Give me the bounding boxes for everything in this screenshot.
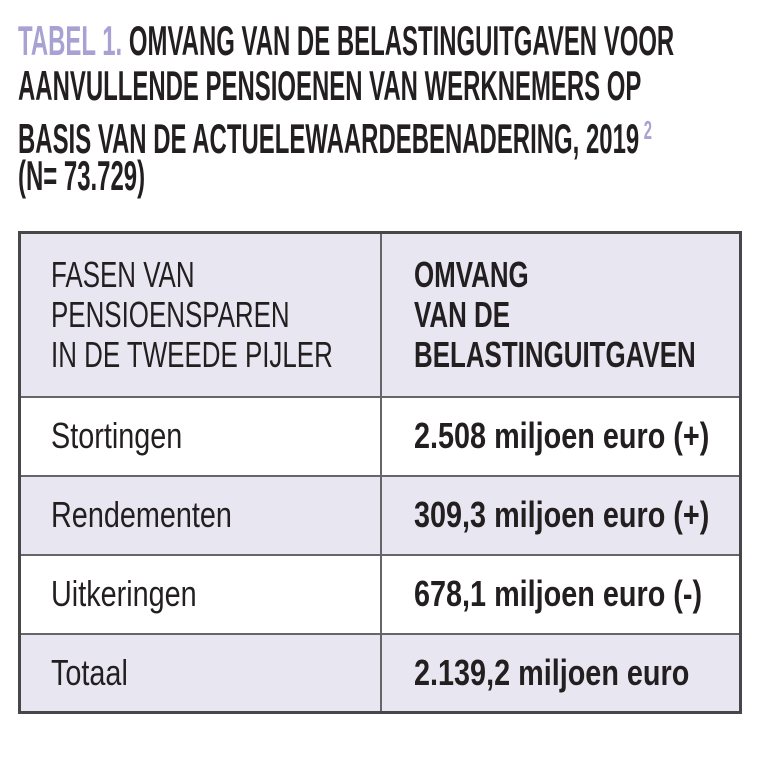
phase-cell: Rendementen — [18, 474, 382, 556]
phase-cell: Stortingen — [18, 395, 382, 477]
table-row: Totaal 2.139,2 miljoen euro — [18, 632, 742, 714]
phase-cell: Uitkeringen — [18, 553, 382, 635]
sample-size-text: (N= 73.729) — [18, 152, 146, 199]
amount-cell: 2.139,2 miljoen euro — [379, 632, 742, 714]
header-cell-amount: OMVANG VAN DE BELASTINGUITGAVEN — [379, 231, 742, 398]
table-title: TABEL 1. OMVANG VAN DE BELASTINGUITGAVEN … — [18, 18, 757, 198]
table-row: Uitkeringen 678,1 miljoen euro (-) — [18, 553, 742, 635]
title-line-4: (N= 73.729) — [18, 153, 757, 198]
table-row: Rendementen 309,3 miljoen euro (+) — [18, 474, 742, 556]
title-line-2-text: AANVULLENDE PENSIOENEN VAN WERKNEMERS OP — [18, 62, 642, 109]
phase-label: Stortingen — [51, 415, 183, 456]
phase-label: Uitkeringen — [51, 573, 197, 614]
title-line-1: TABEL 1. OMVANG VAN DE BELASTINGUITGAVEN … — [18, 18, 757, 63]
footnote-marker: 2 — [643, 115, 653, 145]
phase-label: Totaal — [51, 651, 128, 693]
table-row: Stortingen 2.508 miljoen euro (+) — [18, 395, 742, 477]
header-row: FASEN VAN PENSIOENSPAREN IN DE TWEEDE PI… — [18, 231, 742, 398]
header-cell-phases-text: FASEN VAN PENSIOENSPAREN IN DE TWEEDE PI… — [51, 253, 333, 375]
title-line-3-text: BASIS VAN DE ACTUELEWAARDEBENADERING, 20… — [18, 115, 640, 162]
amount-cell: 678,1 miljoen euro (-) — [379, 553, 742, 635]
header-cell-phases: FASEN VAN PENSIOENSPAREN IN DE TWEEDE PI… — [18, 231, 382, 398]
data-table: FASEN VAN PENSIOENSPAREN IN DE TWEEDE PI… — [18, 231, 742, 714]
phase-cell: Totaal — [18, 632, 382, 714]
amount-cell: 2.508 miljoen euro (+) — [379, 395, 742, 477]
title-line-2: AANVULLENDE PENSIOENEN VAN WERKNEMERS OP — [18, 63, 757, 108]
title-line-3: BASIS VAN DE ACTUELEWAARDEBENADERING, 20… — [18, 108, 757, 161]
amount-cell: 309,3 miljoen euro (+) — [379, 474, 742, 556]
title-line-1-text: OMVANG VAN DE BELASTINGUITGAVEN VOOR — [128, 17, 675, 64]
amount-value: 309,3 miljoen euro (+) — [413, 494, 709, 535]
header-cell-amount-text: OMVANG VAN DE BELASTINGUITGAVEN — [413, 253, 696, 375]
amount-value: 2.508 miljoen euro (+) — [413, 415, 709, 456]
amount-value: 2.139,2 miljoen euro — [413, 651, 689, 693]
phase-label: Rendementen — [51, 494, 232, 535]
table-number-label: TABEL 1. — [18, 17, 123, 64]
page: TABEL 1. OMVANG VAN DE BELASTINGUITGAVEN … — [0, 18, 757, 768]
amount-value: 678,1 miljoen euro (-) — [413, 573, 702, 614]
